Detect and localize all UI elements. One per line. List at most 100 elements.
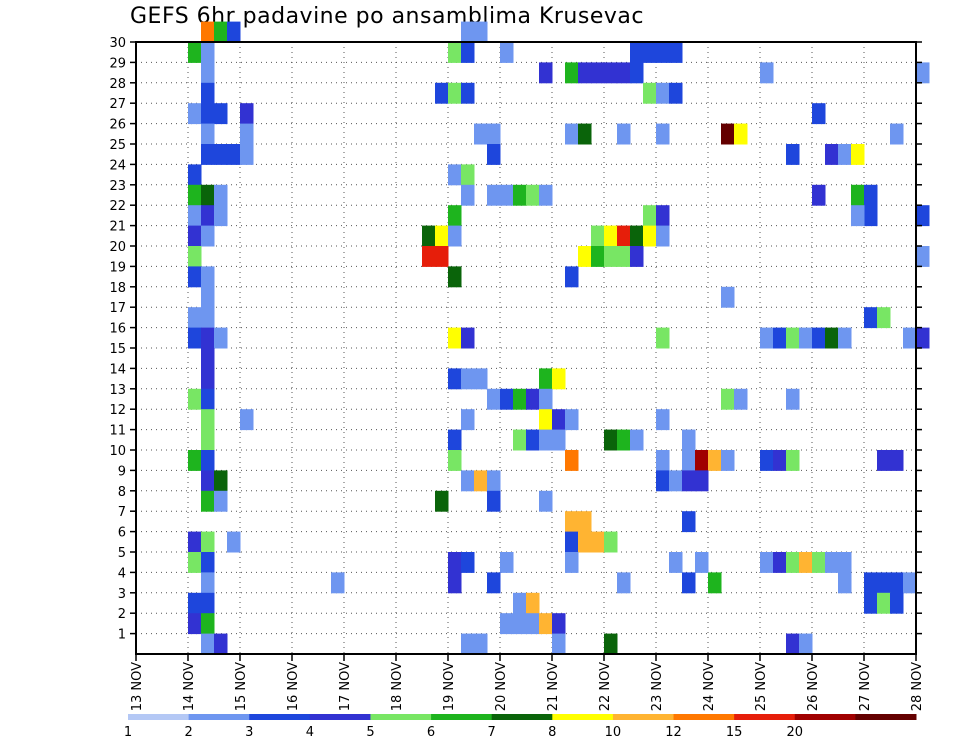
y-tick-label: 14 bbox=[109, 362, 126, 377]
x-tick-label: 22 NOV bbox=[598, 662, 613, 711]
heatmap-cell bbox=[214, 21, 228, 43]
heatmap-cell bbox=[656, 470, 670, 492]
heatmap-cell bbox=[201, 613, 215, 635]
heatmap-cell bbox=[851, 205, 865, 227]
heatmap-cell bbox=[864, 592, 878, 614]
heatmap-cell bbox=[461, 470, 475, 492]
heatmap-cell bbox=[201, 368, 215, 390]
heatmap-cell bbox=[435, 490, 449, 512]
y-tick-label: 15 bbox=[109, 342, 126, 357]
x-tick-label: 16 NOV bbox=[286, 662, 301, 711]
heatmap-cell bbox=[864, 184, 878, 206]
heatmap-cell bbox=[760, 552, 774, 573]
y-tick-label: 23 bbox=[109, 179, 126, 194]
legend-label: 12 bbox=[665, 725, 682, 740]
heatmap-cell bbox=[201, 123, 215, 145]
heatmap-cell bbox=[461, 82, 475, 104]
y-tick-label: 28 bbox=[109, 77, 126, 92]
heatmap-cell bbox=[500, 388, 514, 410]
heatmap-cell bbox=[461, 21, 475, 43]
heatmap-cell bbox=[604, 633, 618, 655]
heatmap-cell bbox=[448, 205, 462, 227]
y-tick-label: 21 bbox=[109, 220, 126, 235]
heatmap-cell bbox=[448, 368, 462, 390]
y-tick-label: 20 bbox=[109, 240, 126, 255]
heatmap-cell bbox=[656, 205, 670, 227]
heatmap-cell bbox=[513, 429, 527, 451]
heatmap-cell bbox=[656, 42, 670, 63]
heatmap-cell bbox=[500, 552, 514, 573]
heatmap-cell bbox=[539, 368, 553, 390]
color-legend: 1 2 3 4 5 6 7 8 10 12 15 20 bbox=[124, 714, 917, 740]
heatmap-cell bbox=[539, 613, 553, 635]
heatmap-cell bbox=[188, 388, 202, 410]
heatmap-cell bbox=[669, 552, 683, 573]
heatmap-cell bbox=[617, 572, 631, 594]
heatmap-cell bbox=[201, 62, 215, 84]
heatmap-cell bbox=[695, 450, 709, 471]
heatmap-cell bbox=[643, 205, 657, 227]
heatmap-cell bbox=[786, 327, 800, 349]
heatmap-cell bbox=[812, 327, 826, 349]
x-tick-label: 23 NOV bbox=[650, 662, 665, 711]
y-tick-label: 3 bbox=[118, 587, 126, 602]
heatmap-cell bbox=[422, 225, 436, 247]
legend-label: 1 bbox=[124, 725, 132, 740]
heatmap-cell bbox=[201, 572, 215, 594]
legend-swatch bbox=[673, 714, 735, 720]
heatmap-cell bbox=[903, 327, 917, 349]
heatmap-cell bbox=[526, 613, 540, 635]
legend-label: 3 bbox=[245, 725, 253, 740]
heatmap-cell bbox=[578, 531, 592, 553]
x-tick-label: 26 NOV bbox=[806, 662, 821, 711]
heatmap-cell bbox=[201, 42, 215, 63]
y-tick-label: 4 bbox=[118, 566, 126, 581]
heatmap-cell bbox=[214, 103, 228, 125]
heatmap-cell bbox=[552, 633, 566, 655]
legend-label: 2 bbox=[184, 725, 192, 740]
heatmap-cell bbox=[617, 246, 631, 267]
heatmap-cell bbox=[435, 82, 449, 104]
x-tick-label: 24 NOV bbox=[702, 662, 717, 711]
heatmap-cell bbox=[214, 490, 228, 512]
heatmap-cell bbox=[214, 633, 228, 655]
heatmap-cell bbox=[448, 572, 462, 594]
heatmap-cell bbox=[721, 286, 735, 308]
heatmap-cell bbox=[539, 184, 553, 206]
heatmap-cell bbox=[786, 633, 800, 655]
heatmap-cell bbox=[864, 572, 878, 594]
heatmap-cell bbox=[201, 144, 215, 165]
heatmap-cell bbox=[604, 246, 618, 267]
heatmap-cell bbox=[188, 266, 202, 288]
heatmap-cell bbox=[188, 184, 202, 206]
legend-label: 15 bbox=[726, 725, 743, 740]
legend-swatch bbox=[794, 714, 856, 720]
heatmap-cell bbox=[617, 123, 631, 145]
heatmap-cell bbox=[461, 164, 475, 186]
heatmap-cell bbox=[877, 572, 891, 594]
heatmap-cell bbox=[760, 327, 774, 349]
heatmap-cell bbox=[838, 144, 852, 165]
y-tick-label: 1 bbox=[118, 628, 126, 643]
x-tick-label: 13 NOV bbox=[130, 662, 145, 711]
heatmap-cell bbox=[188, 42, 202, 63]
heatmap-cell bbox=[786, 388, 800, 410]
heatmap-cell bbox=[656, 123, 670, 145]
legend-label: 4 bbox=[306, 725, 314, 740]
heatmap-cell bbox=[487, 388, 501, 410]
heatmap-cell bbox=[201, 286, 215, 308]
y-tick-label: 17 bbox=[109, 301, 126, 316]
heatmap-cell bbox=[578, 123, 592, 145]
heatmap-cell bbox=[526, 429, 540, 451]
legend-label: 8 bbox=[548, 725, 556, 740]
heatmap-cell bbox=[591, 531, 605, 553]
legend-swatch bbox=[128, 714, 190, 720]
y-tick-label: 19 bbox=[109, 260, 126, 275]
heatmap-cell bbox=[201, 184, 215, 206]
legend-label: 10 bbox=[605, 725, 622, 740]
heatmap-cell bbox=[201, 409, 215, 431]
heatmap-cell bbox=[578, 246, 592, 267]
x-tick-label: 15 NOV bbox=[234, 662, 249, 711]
heatmap-cell bbox=[890, 450, 904, 471]
